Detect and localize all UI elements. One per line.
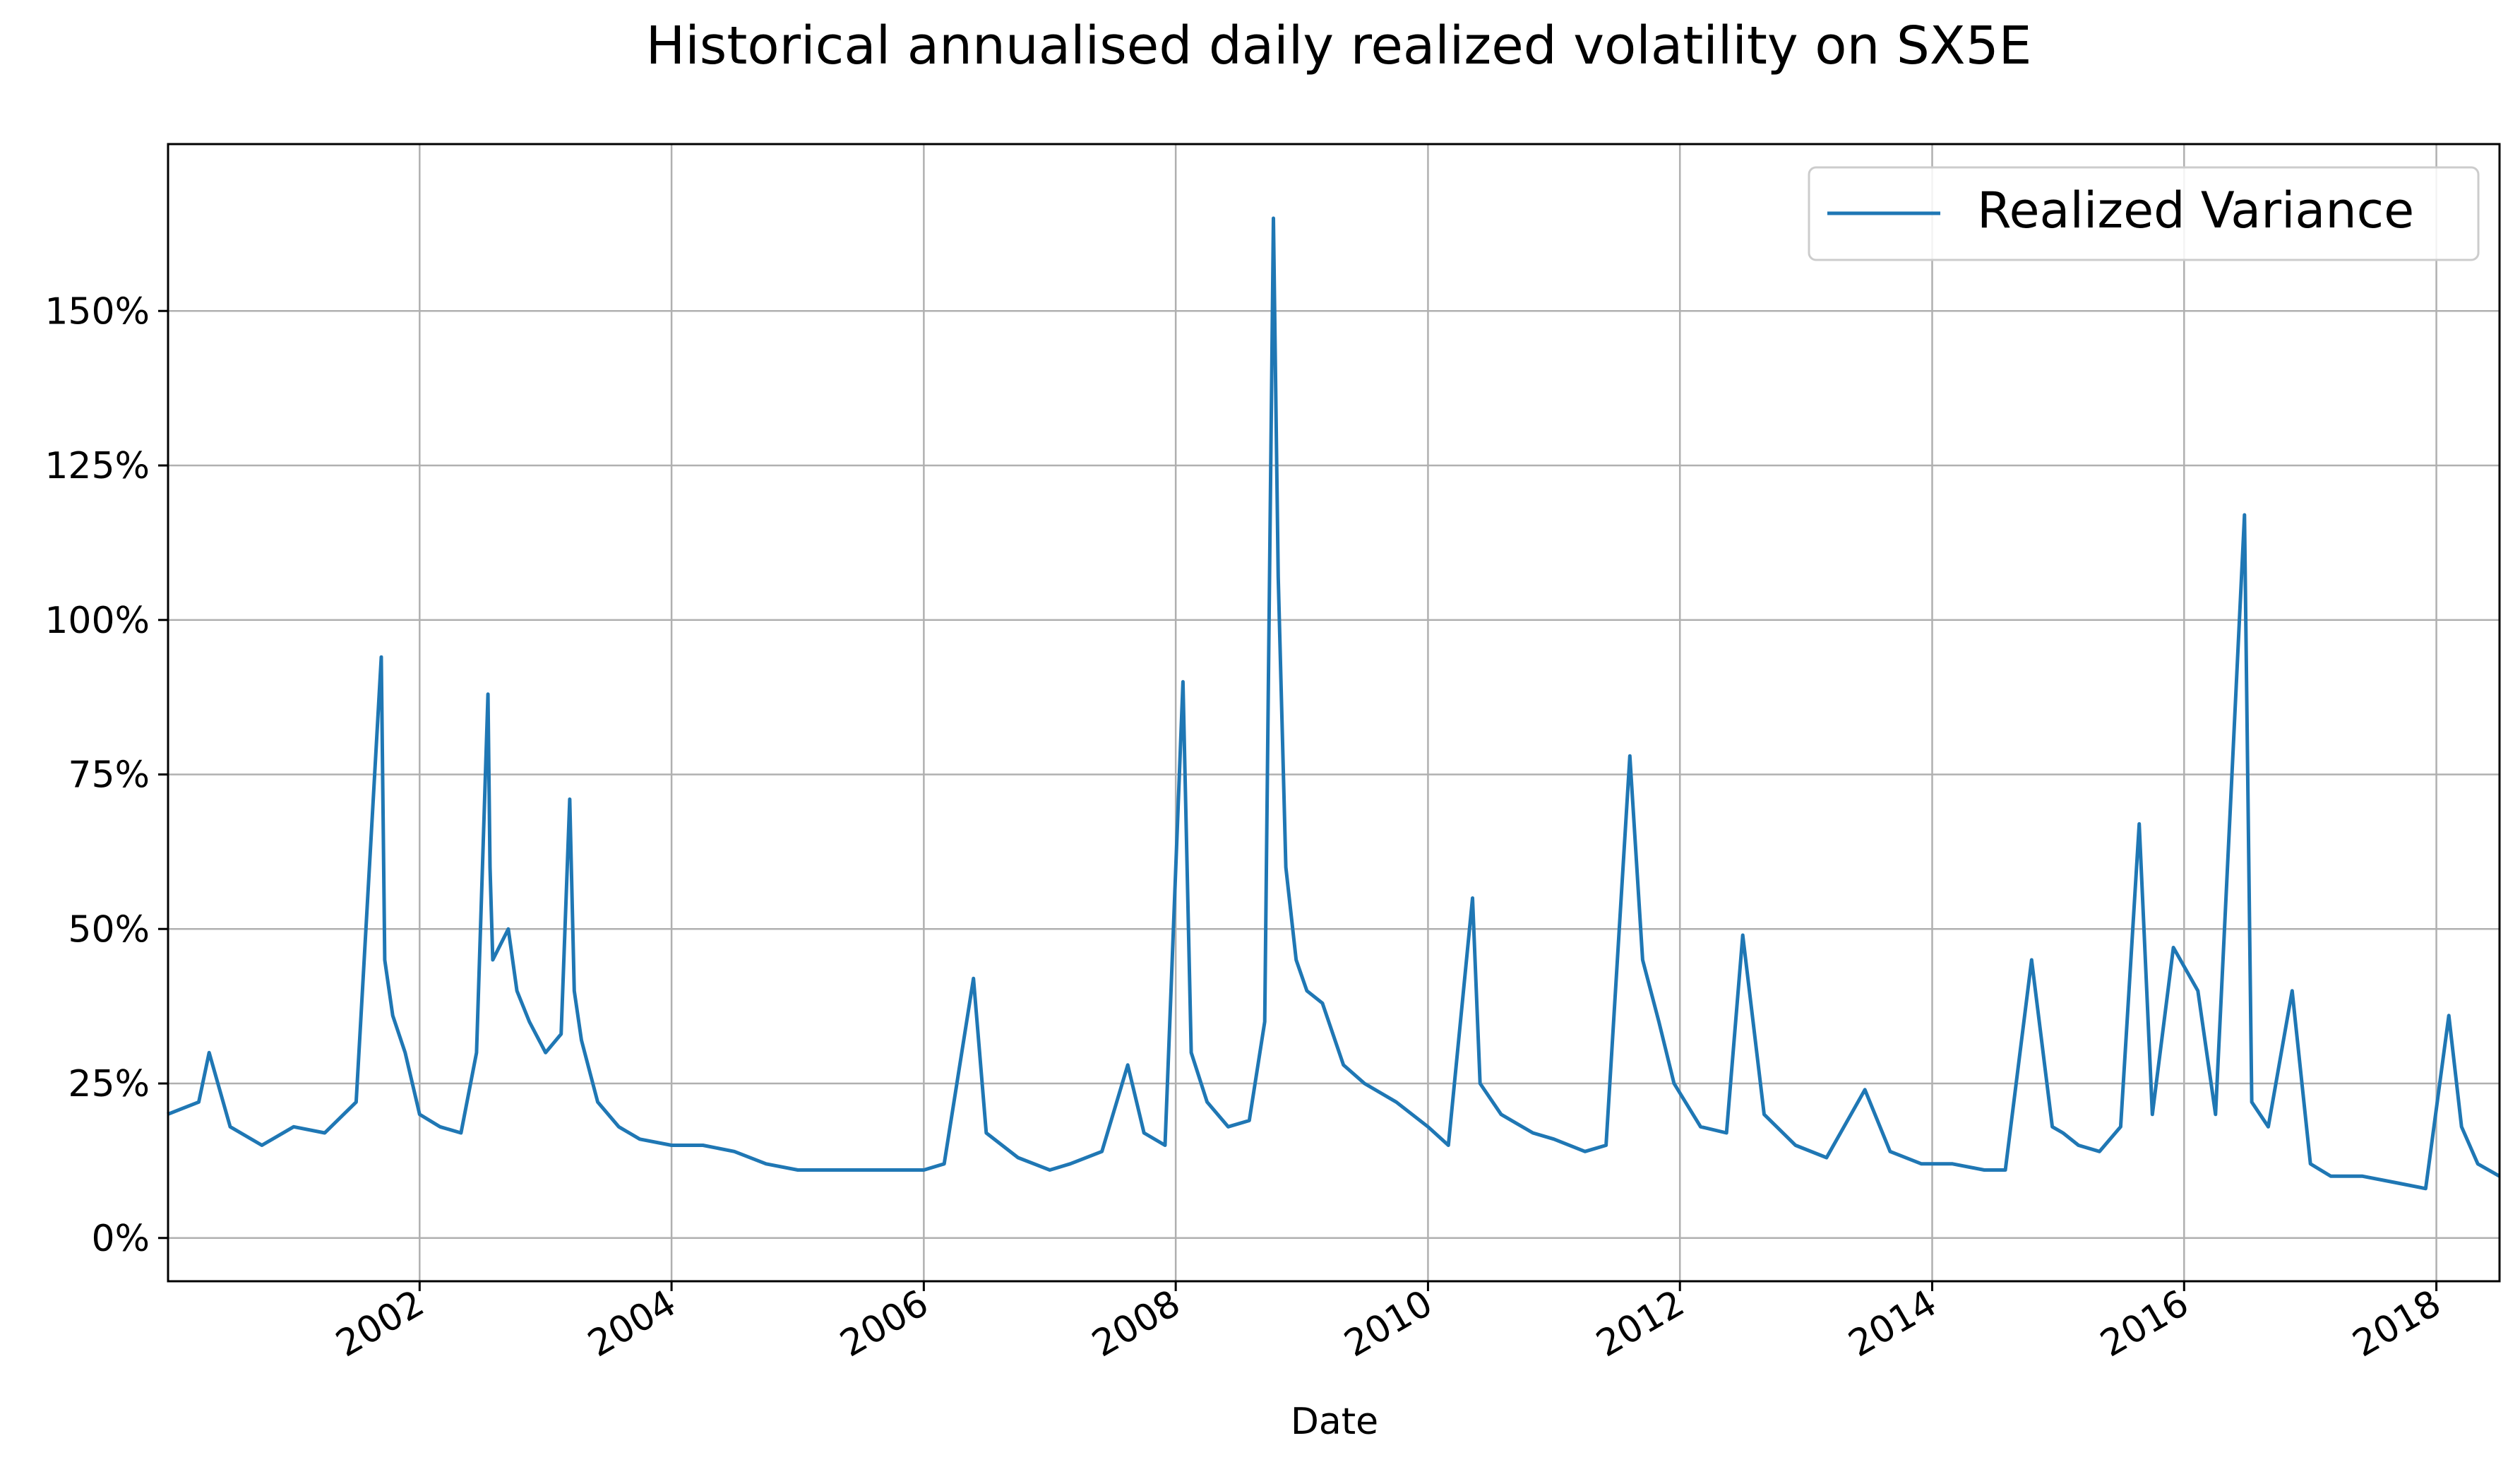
- y-axis: 0% 25% 50% 75% 100% 125% 150%: [44, 290, 168, 1260]
- y-tick-label: 150%: [44, 290, 150, 333]
- y-tick-label: 100%: [44, 600, 150, 642]
- legend: Realized Variance: [1808, 166, 2480, 261]
- grid: [168, 144, 2500, 1281]
- legend-box: [1808, 166, 2480, 261]
- y-tick-label: 75%: [68, 754, 150, 797]
- y-tick-label: 125%: [44, 445, 150, 487]
- y-tick-label: 0%: [92, 1218, 150, 1260]
- x-axis-label: Date: [1291, 1401, 1378, 1443]
- series-line: [167, 216, 2501, 1191]
- y-tick-label: 50%: [68, 908, 150, 951]
- plot-frame: [167, 143, 2501, 1283]
- legend-label: Realized Variance: [1977, 182, 2414, 239]
- series-polyline: [167, 216, 2501, 1191]
- y-tick-label: 25%: [68, 1063, 150, 1105]
- chart-title: Historical annualised daily realized vol…: [646, 16, 2032, 76]
